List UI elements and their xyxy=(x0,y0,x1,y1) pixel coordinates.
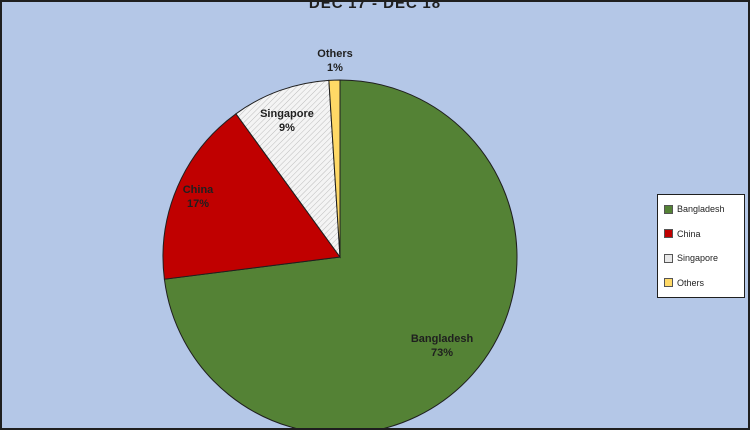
legend-item-others: Others xyxy=(664,277,744,289)
pie-slice-bangladesh xyxy=(163,79,518,428)
legend-item-singapore: Singapore xyxy=(664,252,744,264)
legend-swatch-china xyxy=(664,229,673,238)
legend-label-china: China xyxy=(677,228,701,239)
pie-slice-others xyxy=(328,79,341,258)
slice-percent-china: 17% xyxy=(187,198,209,210)
legend-label-bangladesh: Bangladesh xyxy=(677,204,725,214)
pie-slice-china xyxy=(162,113,341,280)
chart-title: DEC'17 - DEC'18 xyxy=(308,0,442,12)
slice-label-others: Others xyxy=(317,48,352,60)
legend-item-bangladesh: Bangladesh xyxy=(664,203,744,215)
legend-label-singapore: Singapore xyxy=(677,253,719,263)
slice-percent-singapore: 9% xyxy=(279,122,295,134)
legend-item-china: China xyxy=(664,228,744,240)
legend-label-others: Others xyxy=(677,277,705,288)
slice-percent-bangladesh: 73% xyxy=(431,347,453,359)
legend-swatch-singapore xyxy=(664,253,673,263)
slice-label-singapore: Singapore xyxy=(260,108,314,120)
slice-percent-others: 1% xyxy=(327,62,343,74)
chart-legend: Bangladesh China Singapore Others xyxy=(657,194,745,298)
slice-label-bangladesh: Bangladesh xyxy=(411,333,474,345)
slice-label-china: China xyxy=(183,184,214,196)
legend-swatch-others xyxy=(664,278,673,287)
pie-slice-singapore xyxy=(235,79,341,259)
legend-swatch-bangladesh xyxy=(664,204,673,214)
